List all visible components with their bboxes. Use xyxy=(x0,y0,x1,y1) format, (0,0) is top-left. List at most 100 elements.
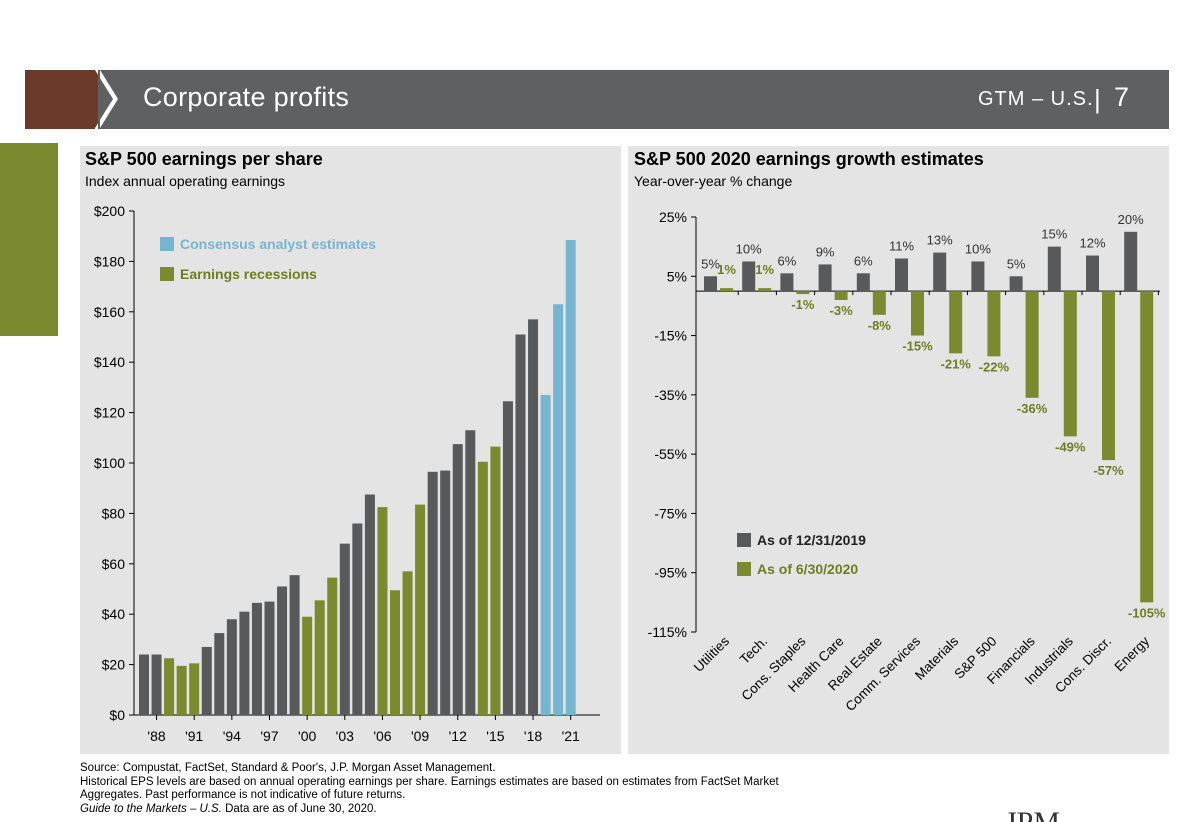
header-chevron-inner xyxy=(98,75,113,123)
eps-bar-2001 xyxy=(314,600,325,715)
eps-bar-1995 xyxy=(239,611,250,715)
legend-2019-swatch xyxy=(737,533,751,547)
growth-label-2020: 1% xyxy=(717,262,736,277)
legend-recessions-label: Earnings recessions xyxy=(180,266,317,282)
growth-bar-2020-5 xyxy=(911,291,924,336)
header-separator: | xyxy=(1094,84,1101,114)
footer-source: Source: Compustat, FactSet, Standard & P… xyxy=(80,762,496,774)
eps-bar-2005 xyxy=(364,494,375,715)
eps-y-tick-label: $180 xyxy=(94,253,125,269)
eps-x-tick-label: '12 xyxy=(449,728,467,744)
growth-label-2019: 5% xyxy=(701,256,720,271)
eps-bar-2008 xyxy=(402,571,413,715)
eps-y-tick-label: $100 xyxy=(94,455,125,471)
legend-estimates-label: Consensus analyst estimates xyxy=(180,236,376,252)
growth-bar-2020-8 xyxy=(1025,291,1039,398)
eps-bar-2006 xyxy=(377,507,388,715)
eps-bar-1987 xyxy=(139,654,149,715)
eps-bar-1991 xyxy=(189,663,200,715)
eps-bar-1990 xyxy=(176,665,187,715)
growth-y-tick-label: -15% xyxy=(654,328,687,344)
eps-y-tick-label: $80 xyxy=(102,505,126,521)
eps-x-tick-label: '15 xyxy=(486,728,504,744)
eps-y-tick-label: $20 xyxy=(102,657,126,673)
growth-bar-2019-7 xyxy=(971,261,985,292)
growth-y-tick-label: -115% xyxy=(648,624,687,640)
eps-bar-1989 xyxy=(164,658,175,715)
page-title: Corporate profits xyxy=(143,82,350,112)
growth-label-2020: -22% xyxy=(979,359,1010,374)
growth-bar-2019-3 xyxy=(818,264,832,292)
growth-label-2020: 1% xyxy=(755,262,774,277)
eps-bar-2011 xyxy=(440,470,451,715)
footer-disclaimer-1: Historical EPS levels are based on annua… xyxy=(80,775,779,788)
growth-label-2019: 10% xyxy=(965,241,991,256)
eps-bar-2016 xyxy=(502,401,513,715)
growth-bar-2020-3 xyxy=(834,291,848,300)
growth-label-2019: 6% xyxy=(778,253,797,268)
eps-bar-2003 xyxy=(339,543,350,715)
eps-x-tick-label: '88 xyxy=(147,728,165,744)
growth-bar-2019-5 xyxy=(895,258,908,292)
growth-bar-2020-11 xyxy=(1140,291,1154,603)
growth-bar-2020-1 xyxy=(758,288,772,292)
eps-bar-1996 xyxy=(251,602,262,715)
eps-bar-2013 xyxy=(465,430,476,715)
eps-x-tick-label: '09 xyxy=(411,728,429,744)
eps-bar-2010 xyxy=(427,471,438,715)
legend-2019-label: As of 12/31/2019 xyxy=(757,532,866,548)
growth-label-2020: -1% xyxy=(791,297,815,312)
eps-y-tick-label: $120 xyxy=(94,405,125,421)
eps-chart-title: S&P 500 earnings per share xyxy=(85,149,323,169)
eps-bar-1993 xyxy=(214,633,225,715)
eps-x-tick-label: '91 xyxy=(185,728,203,744)
growth-bar-2019-1 xyxy=(742,261,756,292)
growth-bar-2019-10 xyxy=(1086,255,1099,292)
eps-y-tick-label: $60 xyxy=(102,556,126,572)
eps-x-tick-label: '18 xyxy=(524,728,542,744)
growth-bar-2019-9 xyxy=(1047,246,1061,292)
growth-label-2020: -8% xyxy=(868,318,892,333)
eps-bar-2019 xyxy=(540,394,551,715)
eps-bar-2012 xyxy=(452,444,463,715)
growth-y-tick-label: -75% xyxy=(654,505,687,521)
header-bar xyxy=(98,70,1169,129)
section-code: GTM – U.S. xyxy=(978,88,1094,110)
eps-bar-2017 xyxy=(515,334,526,715)
legend-2020-swatch xyxy=(737,562,751,576)
growth-label-2020: -15% xyxy=(902,339,933,354)
growth-y-tick-label: 25% xyxy=(659,209,687,225)
growth-label-2019: 9% xyxy=(816,244,835,259)
growth-bar-2020-4 xyxy=(872,291,886,315)
growth-y-tick-label: -55% xyxy=(654,446,687,462)
legend-estimates-swatch xyxy=(160,237,174,251)
eps-x-tick-label: '94 xyxy=(223,728,241,744)
eps-y-tick-label: $160 xyxy=(94,304,125,320)
eps-bar-1998 xyxy=(277,586,288,715)
eps-bar-2000 xyxy=(302,616,313,715)
eps-y-tick-label: $0 xyxy=(109,707,125,723)
growth-chart-title: S&P 500 2020 earnings growth estimates xyxy=(634,149,984,169)
eps-bar-2004 xyxy=(352,523,363,715)
growth-bar-2019-6 xyxy=(933,252,947,292)
eps-bar-1997 xyxy=(264,601,275,715)
eps-bar-2009 xyxy=(415,504,426,715)
growth-label-2020: -21% xyxy=(941,356,972,371)
growth-label-2019: 13% xyxy=(927,233,953,248)
legend-recessions-swatch xyxy=(160,267,174,281)
eps-bar-1994 xyxy=(226,619,237,715)
growth-label-2019: 15% xyxy=(1041,227,1067,242)
side-tab-equities[interactable]: Equities xyxy=(0,143,58,420)
growth-category-label: Utilities xyxy=(691,633,733,675)
eps-bar-2021 xyxy=(565,239,576,716)
growth-bar-2020-9 xyxy=(1063,291,1077,437)
growth-bar-2019-4 xyxy=(856,273,870,292)
eps-bar-2015 xyxy=(490,446,501,715)
growth-y-tick-label: -95% xyxy=(654,565,687,581)
growth-bar-2020-0 xyxy=(720,288,733,292)
eps-x-tick-label: '21 xyxy=(562,728,580,744)
growth-bar-2019-0 xyxy=(704,276,717,292)
footer-asof-date: Data are as of June 30, 2020. xyxy=(221,802,377,815)
